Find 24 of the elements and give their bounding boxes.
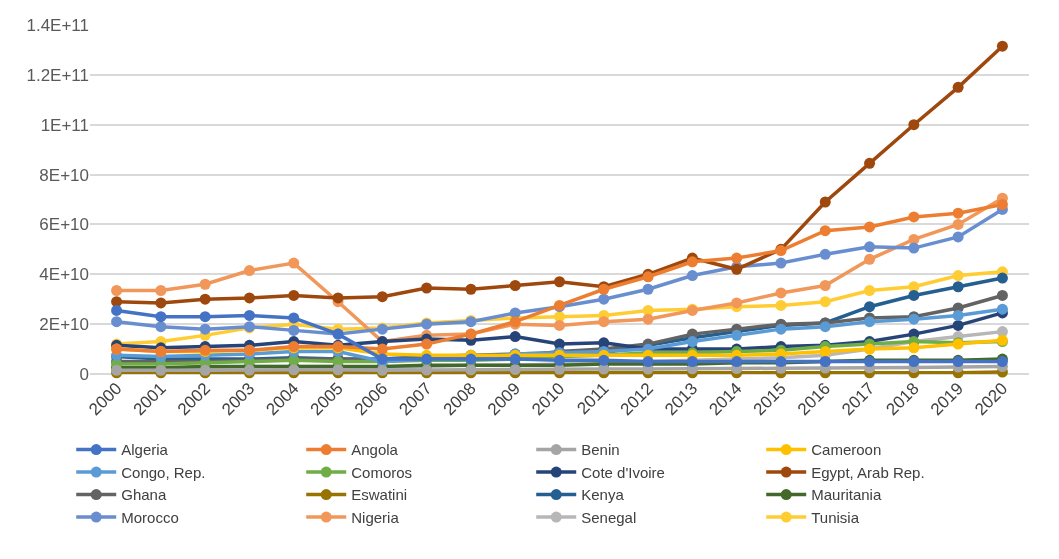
y-tick-label: 2E+10 (39, 315, 89, 335)
y-tick-label: 1.4E+11 (26, 15, 89, 35)
legend-label: Benin (581, 441, 620, 459)
legend-label: Ghana (121, 486, 167, 504)
legend-label: Mauritania (811, 486, 882, 504)
y-tick-label: 1E+11 (40, 115, 89, 135)
legend-label: Tunisia (811, 508, 860, 526)
y-tick-label: 0 (79, 364, 89, 384)
y-tick-label: 6E+10 (39, 215, 89, 235)
y-tick-label: 8E+10 (39, 165, 89, 185)
legend-label: Eswatini (351, 486, 408, 504)
legend-label: Egypt, Arab Rep. (811, 463, 925, 481)
legend-label: Comoros (351, 463, 413, 481)
legend-label: Cote d'Ivoire (581, 463, 665, 481)
legend-label: Morocco (121, 508, 179, 526)
legend-label: Senegal (581, 508, 637, 526)
legend-label: Congo, Rep. (121, 463, 206, 481)
legend-label: Angola (351, 441, 399, 459)
legend-label: Nigeria (351, 508, 400, 526)
legend-label: Kenya (581, 486, 625, 504)
y-tick-label: 1.2E+11 (26, 65, 89, 85)
legend-label: Algeria (121, 441, 169, 459)
y-tick-label: 4E+10 (39, 265, 89, 285)
legend-label: Cameroon (811, 441, 882, 459)
